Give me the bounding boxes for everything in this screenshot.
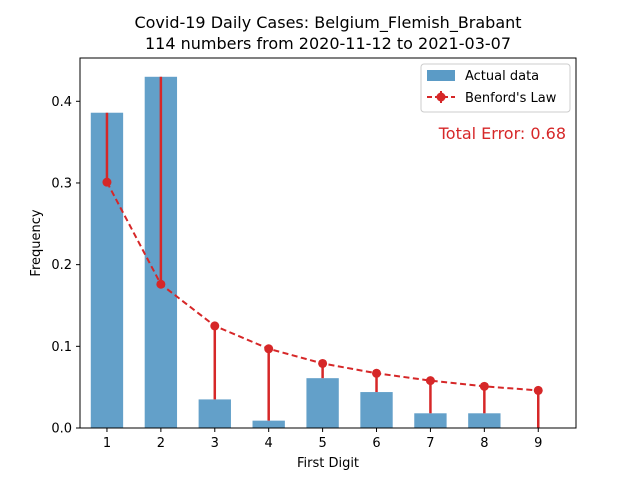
bar-digit-3 <box>198 399 231 428</box>
legend-swatch-actual <box>427 70 455 81</box>
benford-marker-digit-3 <box>210 321 220 331</box>
total-error-annotation: Total Error: 0.68 <box>438 124 566 143</box>
bar-digit-8 <box>468 413 501 428</box>
x-tick-label-6: 6 <box>372 436 380 451</box>
legend: Actual data Benford's Law <box>420 63 571 113</box>
benford-line-layer <box>102 177 543 395</box>
legend-marker-benford <box>436 92 446 102</box>
benford-marker-digit-1 <box>102 177 112 187</box>
y-tick-label-0.2: 0.2 <box>51 258 72 273</box>
legend-box <box>420 63 571 113</box>
bar-digit-6 <box>360 392 393 428</box>
x-tick-label-5: 5 <box>318 436 326 451</box>
y-axis: 0.0 0.1 0.2 0.3 0.4 <box>51 95 80 437</box>
bar-digit-7 <box>414 413 447 428</box>
x-tick-label-3: 3 <box>211 436 219 451</box>
chart-title-line-2: 114 numbers from 2020-11-12 to 2021-03-0… <box>145 34 511 53</box>
x-tick-label-7: 7 <box>426 436 434 451</box>
benford-marker-digit-2 <box>156 279 166 289</box>
x-axis: 1 2 3 4 5 6 7 8 9 <box>103 428 542 451</box>
x-tick-label-4: 4 <box>265 436 273 451</box>
x-tick-label-1: 1 <box>103 436 111 451</box>
benford-marker-digit-8 <box>479 381 489 391</box>
legend-label-benford: Benford's Law <box>465 91 557 106</box>
legend-label-actual: Actual data <box>465 69 539 84</box>
x-tick-label-2: 2 <box>157 436 165 451</box>
bar-digit-4 <box>252 420 285 428</box>
y-tick-label-0.4: 0.4 <box>51 95 72 110</box>
benford-marker-digit-6 <box>372 368 382 378</box>
x-tick-label-8: 8 <box>480 436 488 451</box>
y-tick-label-0.1: 0.1 <box>51 340 72 355</box>
chart-title-line-1: Covid-19 Daily Cases: Belgium_Flemish_Br… <box>134 13 521 33</box>
y-tick-label-0.0: 0.0 <box>51 422 72 437</box>
y-axis-label: Frequency <box>29 209 44 276</box>
x-axis-label: First Digit <box>297 456 359 471</box>
y-tick-label-0.3: 0.3 <box>51 176 72 191</box>
benford-marker-digit-7 <box>425 376 435 386</box>
plot-area-frame <box>79 57 577 429</box>
x-tick-label-9: 9 <box>534 436 542 451</box>
benford-marker-digit-4 <box>264 344 274 354</box>
benford-marker-digit-5 <box>318 358 328 368</box>
bars-layer <box>90 76 501 428</box>
bar-digit-5 <box>306 378 339 428</box>
benford-marker-digit-9 <box>533 385 543 395</box>
